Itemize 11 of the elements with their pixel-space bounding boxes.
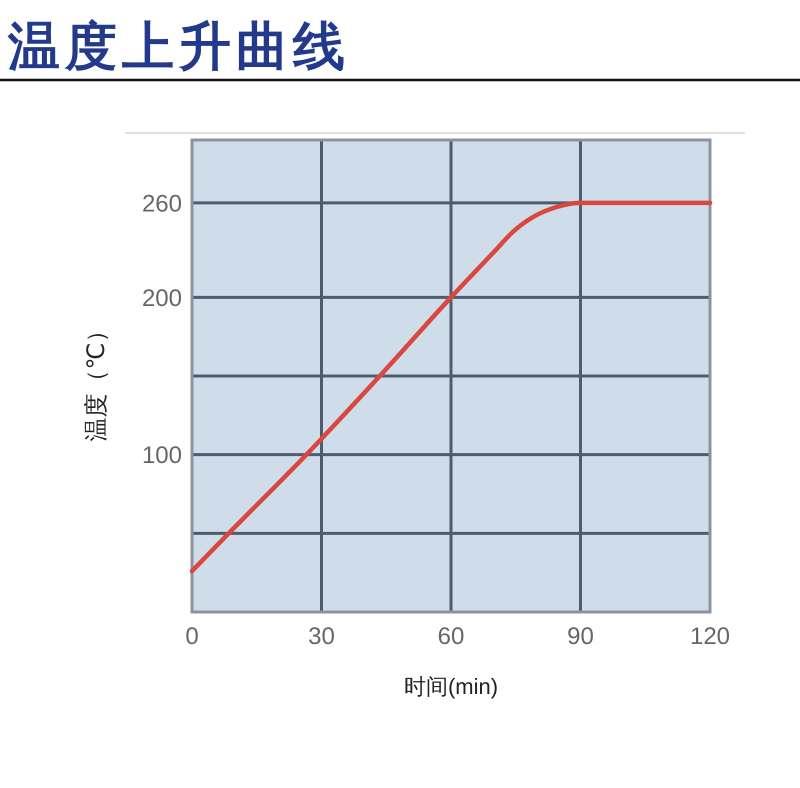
xlabel: 时间(min) [404,674,498,699]
y-tick-label: 260 [142,190,182,218]
y-tick-label: 200 [142,284,182,312]
title: 温度上升曲线 [8,18,350,76]
x-tick-label: 90 [567,623,594,650]
x-tick-label: 0 [185,623,199,650]
x-tick-label: 30 [308,623,335,650]
x-tick-label: 120 [690,623,730,650]
y-tick-label: 100 [142,442,182,470]
x-tick-label: 60 [438,623,464,650]
ylabel: 温度（℃） [83,318,110,442]
